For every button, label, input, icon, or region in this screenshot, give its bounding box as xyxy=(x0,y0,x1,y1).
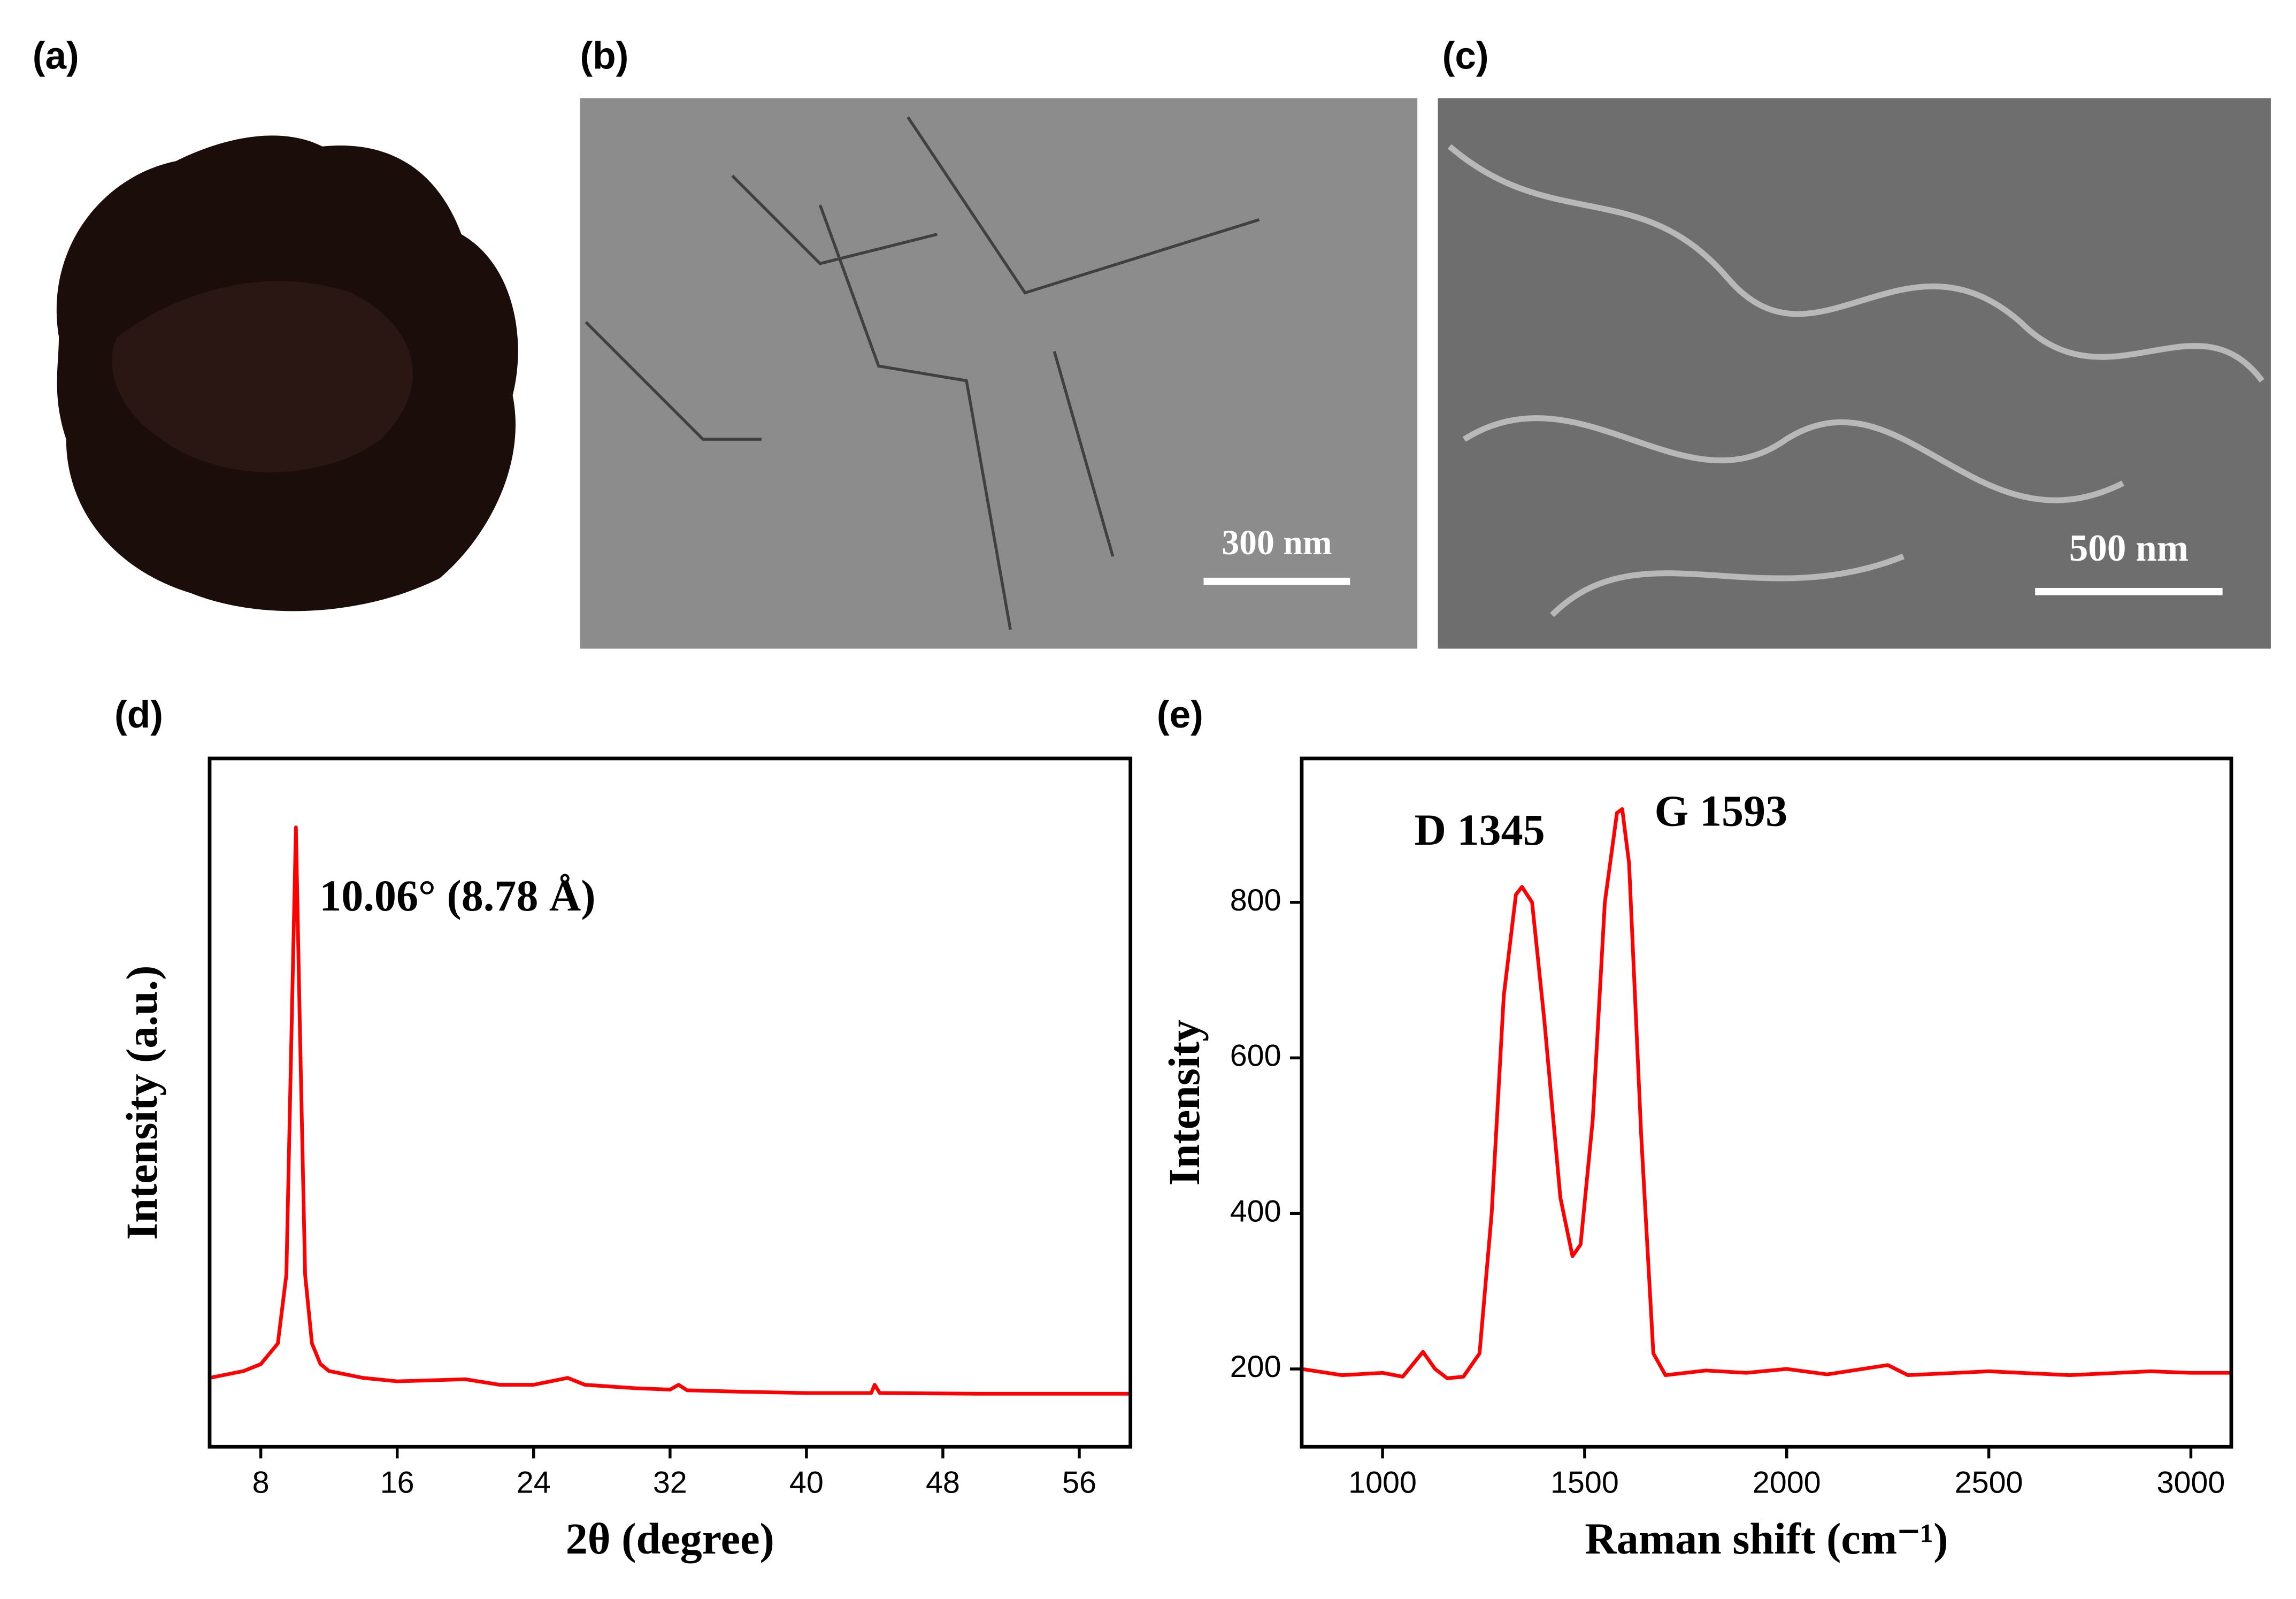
plot-frame xyxy=(1300,756,2233,1449)
y-tick-label: 200 xyxy=(1230,1350,1281,1384)
data-line xyxy=(1301,807,2232,1380)
x-tick-label: 56 xyxy=(1062,1466,1096,1500)
scale-bar-label: 300 nm xyxy=(1222,523,1332,562)
annotation: 10.06° (8.78 Å) xyxy=(319,871,595,920)
x-axis-label: Raman shift (cm⁻¹) xyxy=(1585,1514,1948,1563)
x-tick-label: 8 xyxy=(252,1466,270,1500)
x-tick-label: 16 xyxy=(380,1466,414,1500)
panel-label: (c) xyxy=(1442,35,1489,77)
scale-bar-label: 500 nm xyxy=(2069,527,2189,569)
x-tick-label: 2000 xyxy=(1753,1466,1821,1500)
panel-label: (e) xyxy=(1157,694,1203,736)
x-tick-label: 24 xyxy=(517,1466,551,1500)
y-tick-label: 400 xyxy=(1230,1194,1281,1228)
tem-wrinkles xyxy=(585,116,1260,630)
x-tick-label: 1500 xyxy=(1550,1466,1619,1500)
panel-label: (a) xyxy=(33,35,79,77)
data-line xyxy=(209,825,1131,1396)
x-tick-label: 48 xyxy=(926,1466,960,1500)
powder-detail xyxy=(112,281,413,472)
x-tick-label: 40 xyxy=(789,1466,824,1500)
y-axis-label: Intensity xyxy=(1160,1020,1209,1185)
panel-label: (b) xyxy=(580,35,628,77)
sem-image xyxy=(1438,98,2271,649)
panel-label: (d) xyxy=(114,694,163,736)
annotation: D 1345 xyxy=(1415,806,1545,854)
x-tick-label: 32 xyxy=(653,1466,687,1500)
y-axis-label: Intensity (a.u.) xyxy=(118,965,166,1240)
sem-sheets xyxy=(1447,144,2264,617)
y-tick-label: 800 xyxy=(1230,883,1281,917)
annotation: G 1593 xyxy=(1655,786,1788,835)
x-tick-label: 1000 xyxy=(1348,1466,1417,1500)
x-axis-label: 2θ (degree) xyxy=(566,1514,774,1563)
x-tick-label: 3000 xyxy=(2157,1466,2225,1500)
x-tick-label: 2500 xyxy=(1955,1466,2023,1500)
y-tick-label: 600 xyxy=(1230,1039,1281,1073)
plot-frame xyxy=(208,756,1133,1449)
